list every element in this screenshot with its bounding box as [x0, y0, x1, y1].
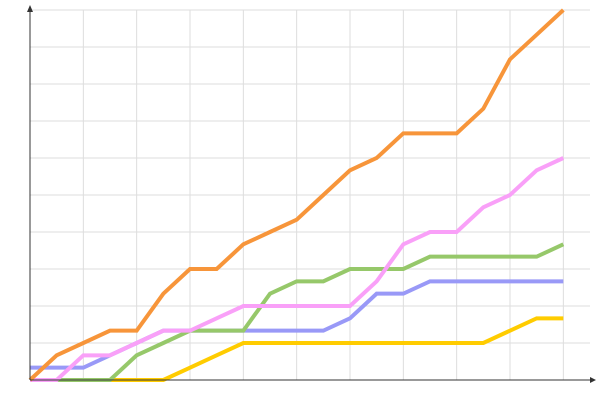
grid — [30, 9, 590, 380]
series-line — [28, 8, 565, 382]
y-axis-arrow — [27, 5, 33, 12]
series-line — [30, 156, 565, 382]
series-line — [30, 242, 565, 382]
x-axis-arrow — [590, 377, 596, 383]
